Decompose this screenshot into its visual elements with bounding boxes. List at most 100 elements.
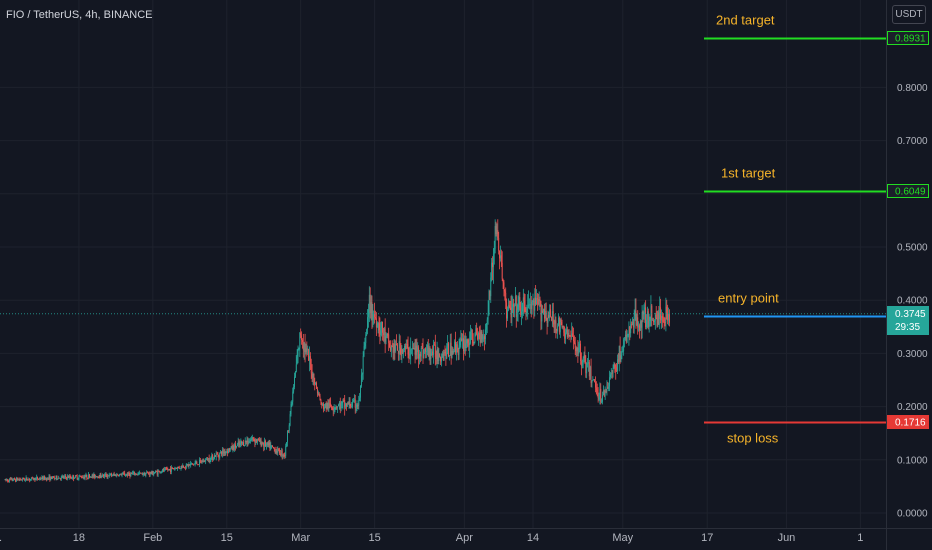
candle-body: [388, 334, 390, 344]
candle-body: [118, 475, 119, 477]
candle-body: [499, 255, 501, 259]
candle-body: [389, 343, 391, 348]
candle-body: [521, 302, 523, 312]
candle-body: [330, 403, 332, 407]
candle-body: [32, 477, 34, 480]
candle-body: [566, 329, 568, 337]
candle-body: [567, 332, 569, 337]
candle-body: [659, 307, 661, 319]
candle-body: [223, 451, 225, 454]
candle-body: [17, 479, 19, 481]
candle-body: [616, 370, 618, 372]
candle-body: [617, 359, 619, 363]
candle-body: [569, 335, 571, 337]
candle-body: [648, 320, 650, 328]
candle-body: [324, 404, 326, 408]
candle-body: [409, 353, 411, 355]
candle-body: [10, 477, 12, 479]
candle-body: [466, 339, 468, 344]
candle-body: [538, 299, 540, 305]
candle-body: [460, 338, 462, 342]
candle-body: [431, 351, 433, 354]
candle-body: [505, 293, 507, 303]
candle-body: [140, 472, 141, 474]
candle-body: [485, 329, 486, 340]
candle-body: [159, 471, 161, 473]
candle-body: [637, 317, 639, 328]
target-price-badge-text: 0.6049: [895, 187, 926, 198]
candle-body: [43, 476, 45, 480]
candle-body: [294, 376, 295, 387]
price-axis[interactable]: 0.0000 0.1000 0.2000 0.3000 0.4000 0.5000 0.60…: [886, 0, 929, 550]
candle-body: [619, 345, 621, 362]
candle-body: [362, 355, 364, 374]
candle-body: [291, 401, 293, 405]
candle-body: [393, 343, 395, 353]
candle-body: [230, 446, 232, 449]
candle-body: [163, 468, 165, 472]
candle-body: [85, 474, 87, 477]
stop-loss-badge-text: 0.1716: [895, 418, 926, 429]
candle-body: [162, 469, 164, 472]
level-lines: 2nd target 1st target entry point stop loss: [0, 13, 886, 446]
candle-body: [626, 334, 628, 342]
candle-body: [311, 373, 313, 378]
candle-body: [639, 321, 641, 331]
candle-body: [437, 349, 439, 362]
candle-body: [526, 308, 528, 314]
candle-body: [278, 448, 280, 450]
candle-body: [295, 364, 297, 373]
candle-body: [447, 343, 449, 347]
candle-body: [219, 452, 221, 458]
candle-body: [654, 314, 656, 321]
candle-body: [272, 446, 274, 449]
candle-body: [215, 453, 217, 457]
candle-body: [547, 315, 549, 323]
candle-body: [636, 317, 638, 326]
candle-body: [492, 253, 494, 268]
candle-body: [155, 471, 156, 473]
candle-body: [191, 463, 193, 465]
candle-body: [419, 354, 420, 359]
candle-body: [599, 388, 601, 398]
candle-body: [373, 314, 375, 317]
candle-body: [290, 404, 292, 415]
candle-body: [44, 476, 46, 480]
time-axis[interactable]: 2021 18 Feb 15 Mar 15 Apr 14 May 17 Jun 1: [0, 528, 932, 545]
candle-body: [64, 475, 66, 477]
candle-body: [57, 478, 59, 480]
candle-body: [184, 467, 185, 469]
level-annotation: entry point: [718, 291, 779, 306]
candle-body: [555, 320, 557, 330]
candle-body: [165, 468, 167, 470]
candle-body: [608, 386, 610, 389]
candle-body: [189, 464, 191, 466]
candle-body: [358, 400, 360, 406]
candle-body: [589, 366, 591, 377]
candle-body: [382, 321, 383, 333]
candle-body: [56, 475, 58, 480]
candle-body: [533, 300, 535, 311]
candle-body: [462, 338, 464, 341]
candle-body: [639, 325, 640, 331]
candle-body: [266, 442, 268, 445]
candle-body: [456, 344, 458, 348]
currency-button[interactable]: USDT: [892, 5, 926, 24]
candle-body: [272, 445, 273, 447]
candle-body: [382, 332, 384, 335]
candle-body: [131, 473, 133, 475]
candle-body: [604, 390, 606, 396]
candle-body: [287, 430, 289, 432]
candle-body: [381, 321, 383, 329]
y-tick-label: 0.7000: [897, 136, 928, 147]
candle-body: [213, 458, 215, 461]
candle-body: [537, 299, 539, 305]
candle-body: [243, 442, 244, 446]
candle-body: [370, 302, 372, 314]
candle-body: [463, 338, 464, 352]
candle-body: [423, 352, 425, 358]
candle-body: [104, 474, 106, 475]
candle-body: [359, 397, 361, 401]
candle-body: [287, 430, 288, 443]
